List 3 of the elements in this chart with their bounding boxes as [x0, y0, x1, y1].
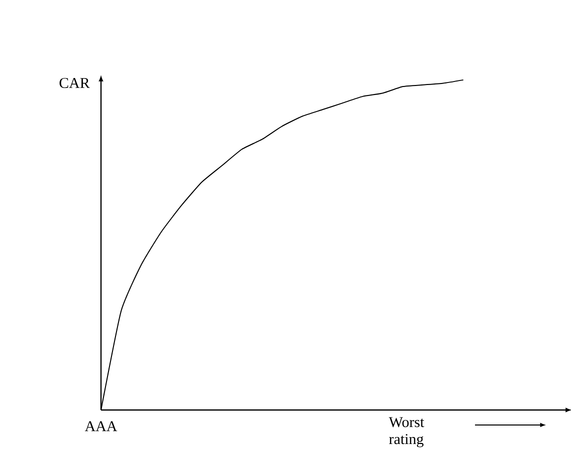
y-axis-title: CAR	[60, 78, 90, 88]
x-axis-title: Worst rating	[388, 417, 424, 448]
text: AAA	[84, 421, 118, 432]
